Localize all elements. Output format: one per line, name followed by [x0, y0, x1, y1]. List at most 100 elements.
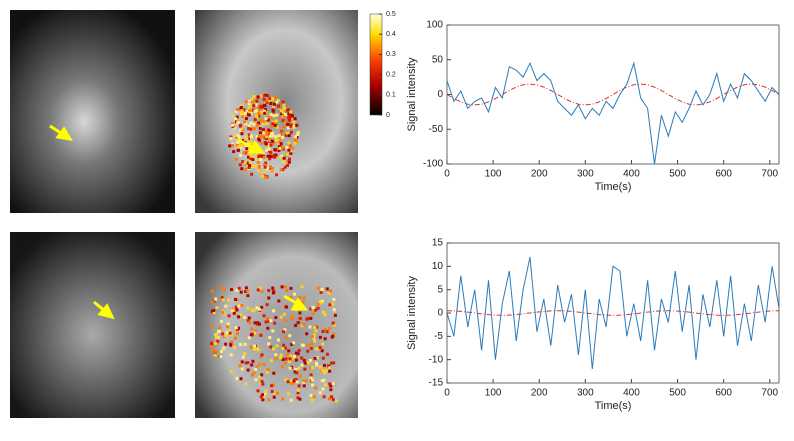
colorbar: [369, 13, 383, 116]
heat-spot: [245, 161, 249, 165]
heat-spot: [254, 378, 258, 382]
heat-spot: [281, 357, 285, 361]
heat-spot: [306, 343, 310, 347]
heat-spot: [262, 131, 266, 135]
heat-spot: [254, 367, 258, 371]
heat-spot: [246, 150, 250, 154]
heat-spot: [255, 114, 259, 118]
heat-spot: [253, 99, 257, 103]
heat-spot: [315, 356, 319, 360]
heat-spot: [293, 138, 297, 142]
heat-spot: [236, 332, 240, 336]
heat-spot: [262, 128, 266, 132]
heat-spot: [327, 364, 331, 368]
heat-spot: [286, 163, 290, 167]
heat-spot: [287, 144, 291, 148]
heat-spot: [239, 313, 243, 317]
heat-spot: [260, 110, 264, 114]
heat-spot: [264, 389, 268, 393]
heat-spot: [285, 288, 289, 292]
heat-spot: [245, 137, 249, 141]
heat-spot: [224, 342, 228, 346]
heat-spot: [249, 156, 253, 160]
heat-spot: [261, 382, 265, 386]
heat-spot: [259, 355, 263, 359]
heat-spot: [264, 117, 268, 121]
heat-spot: [243, 111, 247, 115]
heat-spot: [263, 135, 267, 139]
heat-spot: [252, 122, 256, 126]
heat-spot: [281, 346, 285, 350]
heat-spot: [230, 309, 234, 313]
heat-spot: [271, 134, 275, 138]
heat-spot: [333, 313, 337, 317]
heat-spot: [235, 376, 239, 380]
heat-spot: [321, 342, 325, 346]
heat-spot: [300, 356, 304, 360]
heat-spot: [283, 361, 287, 365]
heat-spot: [285, 153, 289, 157]
heat-spot: [272, 153, 276, 157]
x-tick-label: 0: [444, 388, 450, 399]
heat-spot: [286, 353, 290, 357]
heat-spot: [210, 324, 214, 328]
heat-spot: [222, 287, 226, 291]
heat-spot: [319, 301, 323, 305]
heat-spot: [318, 335, 322, 339]
heat-spot: [267, 128, 271, 132]
heat-spot: [323, 313, 327, 317]
heat-spot: [257, 95, 261, 99]
heat-spot: [269, 319, 273, 323]
heat-spot: [289, 295, 293, 299]
heat-spot: [294, 323, 298, 327]
heat-spot: [267, 319, 271, 323]
heat-spot: [323, 337, 327, 341]
arrow-head: [247, 140, 266, 154]
heat-spot: [284, 113, 288, 117]
heat-spot: [264, 129, 268, 133]
heat-spot: [327, 291, 331, 295]
heat-spot: [234, 117, 238, 121]
heat-spot: [278, 156, 282, 160]
heat-spot: [303, 361, 307, 365]
heat-spot: [244, 286, 248, 290]
heat-spot: [301, 343, 305, 347]
heat-spot: [324, 369, 328, 373]
heat-spot: [272, 371, 276, 375]
heat-spot: [314, 308, 318, 312]
heat-spot: [316, 286, 320, 290]
heat-spot: [262, 155, 266, 159]
heat-spot: [274, 138, 278, 142]
y-tick-label: 100: [426, 20, 443, 31]
heat-spot: [271, 329, 275, 333]
heat-spot: [256, 155, 260, 159]
heat-spot: [220, 296, 224, 300]
arrows: [49, 124, 309, 320]
heat-spot: [246, 137, 250, 141]
heat-spot: [251, 359, 255, 363]
heat-spot: [214, 349, 218, 353]
heat-spot: [275, 113, 279, 117]
heat-spot: [236, 140, 240, 144]
heat-spot: [331, 332, 335, 336]
heat-spot: [304, 379, 308, 383]
heat-spot: [281, 131, 285, 135]
heat-spot: [262, 119, 266, 123]
series-line: [446, 256, 780, 370]
heat-spot: [278, 106, 282, 110]
heat-spot: [321, 368, 325, 372]
heat-spot: [276, 338, 280, 342]
heat-spot: [301, 300, 305, 304]
heat-spot: [250, 97, 254, 101]
heat-spot: [289, 149, 293, 153]
heat-spot: [330, 361, 334, 365]
heat-spot: [286, 108, 290, 112]
heat-spot: [287, 141, 291, 145]
heat-spot: [237, 145, 241, 149]
heat-spot: [219, 355, 223, 359]
heat-spot: [289, 286, 293, 290]
heat-spot: [309, 373, 313, 377]
heat-spot: [257, 322, 261, 326]
heat-spot: [289, 382, 293, 386]
heat-spot: [266, 94, 270, 98]
